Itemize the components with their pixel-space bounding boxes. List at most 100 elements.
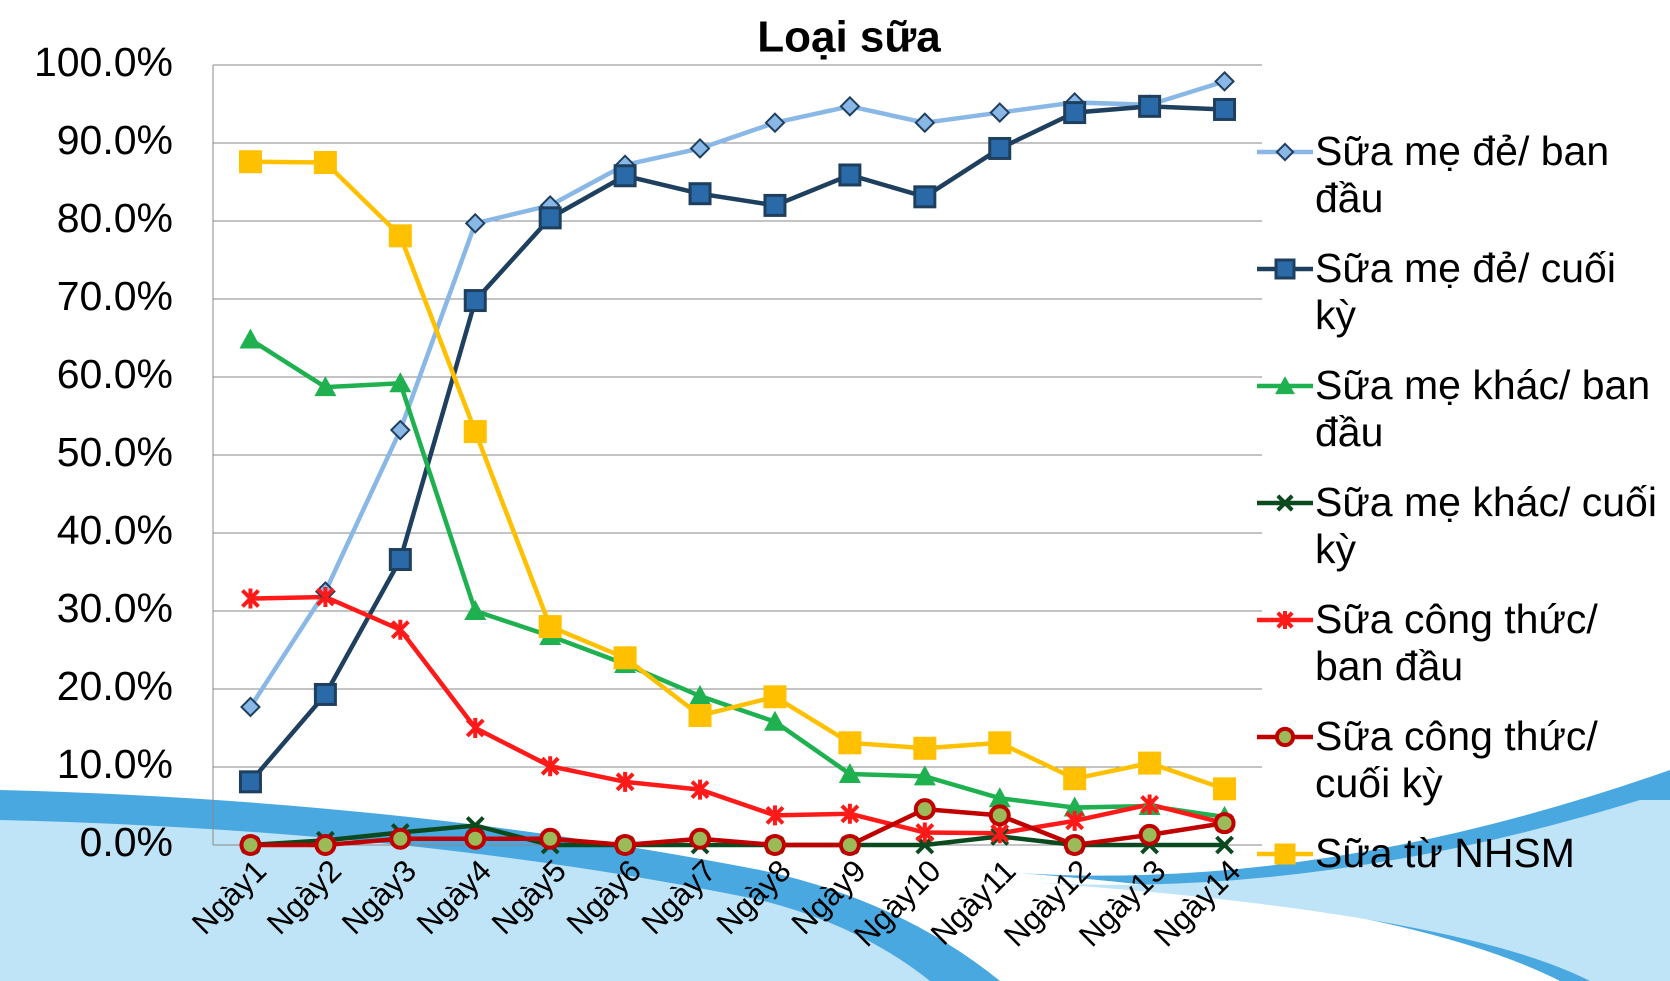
- legend-entry: Sữa công thức/ cuối kỳ: [1255, 713, 1670, 830]
- marker: [1213, 97, 1237, 121]
- y-tick-label: 20.0%: [57, 663, 173, 709]
- legend-label: Sữa công thức/ ban đầu: [1315, 596, 1598, 689]
- marker: [538, 615, 562, 639]
- marker: [464, 827, 487, 850]
- marker: [988, 804, 1011, 827]
- marker: [763, 193, 787, 217]
- series-line: [250, 159, 1226, 791]
- marker: [1213, 777, 1237, 801]
- marker: [765, 805, 785, 826]
- marker: [1215, 835, 1234, 855]
- marker: [613, 164, 637, 188]
- marker: [1276, 494, 1294, 512]
- marker: [1274, 258, 1296, 280]
- marker: [1138, 751, 1162, 775]
- marker: [1274, 726, 1296, 748]
- marker: [388, 224, 412, 248]
- legend-label: Sữa mẹ khác/ cuối kỳ: [1315, 479, 1657, 572]
- marker: [464, 212, 486, 234]
- marker: [238, 770, 262, 794]
- marker: [464, 600, 487, 620]
- marker: [913, 736, 937, 760]
- legend-icon: [1257, 611, 1313, 629]
- legend-label: Sữa từ NHSM: [1315, 830, 1575, 876]
- marker: [689, 138, 711, 159]
- marker: [840, 803, 860, 824]
- marker: [689, 827, 712, 850]
- series-line: [248, 79, 1226, 709]
- marker: [539, 827, 562, 850]
- marker: [314, 376, 337, 397]
- marker: [389, 372, 412, 393]
- legend-label: Sữa mẹ đẻ/ ban đầu: [1315, 128, 1610, 221]
- marker: [763, 834, 786, 856]
- y-tick-label: 40.0%: [57, 507, 173, 553]
- marker: [1275, 142, 1295, 162]
- marker: [315, 586, 335, 607]
- marker: [689, 685, 712, 706]
- legend-label: Sữa mẹ khác/ ban đầu: [1315, 362, 1651, 455]
- legend-icon: [1257, 494, 1313, 512]
- marker: [989, 102, 1011, 123]
- y-tick-label: 80.0%: [57, 195, 173, 241]
- marker: [988, 731, 1012, 755]
- series-line: [250, 594, 1226, 836]
- legend-entry: Sữa từ NHSM: [1255, 830, 1670, 947]
- marker: [1276, 611, 1294, 629]
- marker: [241, 588, 260, 609]
- marker: [990, 823, 1010, 844]
- marker: [1213, 812, 1236, 835]
- marker: [913, 798, 936, 821]
- y-tick-label: 90.0%: [57, 117, 173, 163]
- marker: [388, 548, 412, 572]
- marker: [913, 185, 937, 209]
- marker: [913, 765, 936, 786]
- legend-icon: [1257, 726, 1313, 748]
- series-line: [249, 337, 1225, 820]
- marker: [915, 822, 935, 843]
- marker: [389, 827, 412, 850]
- marker: [613, 646, 637, 670]
- marker: [314, 834, 337, 856]
- marker: [838, 834, 861, 856]
- marker: [763, 685, 787, 709]
- legend-icon: [1257, 142, 1313, 162]
- y-tick-label: 100.0%: [34, 39, 173, 85]
- marker: [239, 834, 262, 856]
- legend: Sữa mẹ đẻ/ ban đầu Sữa mẹ đẻ/ cuối kỳ Sữa …: [1255, 128, 1670, 947]
- marker: [914, 112, 936, 134]
- marker: [763, 710, 786, 731]
- marker: [1140, 794, 1160, 815]
- marker: [1274, 843, 1296, 865]
- legend-entry: Sữa mẹ khác/ ban đầu: [1255, 362, 1670, 479]
- y-tick-label: 0.0%: [80, 819, 173, 865]
- marker: [614, 834, 637, 856]
- marker: [839, 95, 861, 117]
- y-tick-label: 10.0%: [57, 741, 173, 787]
- marker: [1138, 94, 1162, 118]
- legend-entry: Sữa mẹ đẻ/ ban đầu: [1255, 128, 1670, 245]
- legend-entry: Sữa mẹ khác/ cuối kỳ: [1255, 479, 1670, 596]
- marker: [688, 182, 712, 206]
- marker: [1065, 810, 1085, 831]
- marker: [688, 704, 712, 728]
- marker: [463, 289, 487, 313]
- marker: [764, 112, 786, 134]
- marker: [615, 771, 635, 792]
- marker: [390, 619, 410, 640]
- marker: [1063, 796, 1086, 817]
- marker: [1063, 767, 1087, 791]
- marker: [838, 763, 861, 784]
- series-line: [250, 823, 1225, 848]
- y-tick-label: 60.0%: [57, 351, 173, 397]
- marker: [313, 682, 337, 706]
- marker: [1063, 834, 1086, 856]
- marker: [838, 731, 862, 755]
- marker: [690, 779, 710, 800]
- marker: [1275, 376, 1295, 395]
- y-tick-label: 70.0%: [57, 273, 173, 319]
- marker: [389, 419, 411, 441]
- decor-swoosh: [0, 820, 930, 981]
- y-tick-label: 30.0%: [57, 585, 173, 631]
